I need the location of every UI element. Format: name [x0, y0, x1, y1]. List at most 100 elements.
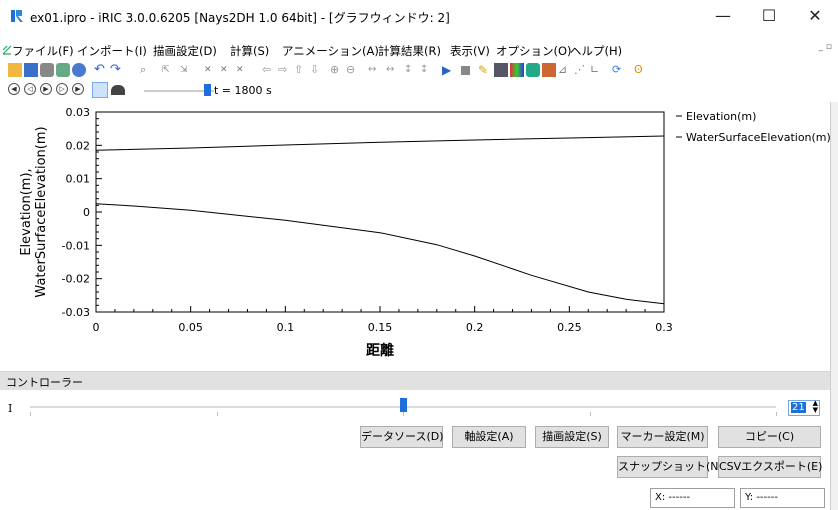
python-icon[interactable]: Ꙩ	[634, 63, 643, 76]
arrow-down-icon[interactable]: ⇩	[310, 63, 320, 76]
axis-z-icon[interactable]: ✕	[236, 65, 244, 75]
mdi-child-controls[interactable]: _ ▫	[818, 42, 832, 52]
chart-canvas: 0.03 0.02 0.01 0 -0.01 -0.02 -0.03 0 0.05 0.1 0.1…	[19, 106, 831, 359]
record-icon[interactable]	[111, 85, 125, 95]
expand-h-icon[interactable]: ↔	[368, 64, 377, 75]
arrow-left-icon[interactable]: ⇦	[262, 63, 272, 76]
series-lines	[95, 135, 665, 305]
fit-y-icon[interactable]: ⇲	[180, 65, 188, 75]
redo-icon[interactable]: ↷	[110, 62, 121, 77]
stop-icon[interactable]	[458, 63, 472, 77]
follow-icon[interactable]	[92, 82, 108, 98]
zoom-icon[interactable]: ⌕	[140, 63, 147, 76]
open-folder-icon[interactable]	[8, 63, 22, 77]
time-label: t = 1800 s	[214, 84, 272, 97]
y-axis-title-line2: WaterSurfaceElevation(m)	[34, 126, 49, 297]
time-slider-thumb[interactable]	[204, 84, 211, 96]
shrink-v-icon[interactable]: ↕	[420, 64, 429, 75]
menu-results[interactable]: 計算結果(R)	[378, 44, 441, 58]
grid-icon[interactable]	[494, 63, 508, 77]
maximize-button[interactable]: ☐	[761, 6, 777, 25]
run-icon[interactable]: ▶	[442, 63, 452, 77]
fit-x-icon[interactable]: ⇱	[162, 65, 170, 75]
menu-import[interactable]: インポート(I)	[77, 44, 147, 58]
chart-icon[interactable]: ⊿	[558, 63, 568, 76]
minimize-button[interactable]: —	[715, 6, 731, 25]
y-axis-title-line1: Elevation(m),	[19, 168, 34, 255]
close-button[interactable]: ✕	[808, 6, 822, 25]
save-icon[interactable]	[24, 63, 38, 77]
play-icon[interactable]: ▶	[40, 83, 52, 95]
prev-frame-icon[interactable]: ◁	[24, 83, 36, 95]
y-tick-label: 0.03	[66, 106, 91, 119]
first-frame-icon[interactable]: ◀	[8, 83, 20, 95]
arrow-up-icon[interactable]: ⇧	[294, 63, 304, 76]
controller-title: コントローラー	[6, 376, 83, 389]
menu-options[interactable]: オプション(O)	[496, 44, 572, 58]
spin-arrows-icon[interactable]: ▲ ▼	[812, 399, 818, 414]
time-slider-track[interactable]	[144, 90, 214, 92]
axis-y-icon[interactable]: ✕	[220, 65, 228, 75]
window-title: ex01.ipro - iRIC 3.0.0.6205 [Nays2DH 1.0…	[30, 11, 450, 25]
axis-x-icon[interactable]: ✕	[204, 65, 212, 75]
zoom-out-icon[interactable]: ⊖	[346, 63, 356, 76]
slider-tick	[589, 412, 591, 416]
x-tick-label: 0.2	[466, 321, 484, 334]
index-slider-thumb[interactable]	[400, 398, 407, 412]
graph-area: 0.03 0.02 0.01 0 -0.01 -0.02 -0.03 0 0.05 0.1 0.1…	[0, 102, 831, 370]
menu-view[interactable]: 表示(V)	[450, 44, 490, 58]
pencil-icon[interactable]: ✎	[478, 63, 489, 77]
x-coordinate-display: X: ------	[650, 488, 735, 508]
graph-icon[interactable]: ∟	[590, 63, 600, 76]
index-spinbox[interactable]: 21 ▲ ▼	[788, 400, 820, 416]
slider-tick	[30, 412, 31, 416]
y-tick-label: -0.03	[62, 306, 90, 319]
contour-icon[interactable]	[510, 63, 524, 77]
x-tick-label: 0.15	[368, 321, 393, 334]
copy-button[interactable]: コピー(C)	[718, 426, 821, 448]
last-frame-icon[interactable]: ▶	[72, 83, 84, 95]
child-window-icon	[2, 45, 12, 55]
menu-file[interactable]: ファイル(F)	[12, 44, 74, 58]
controller-panel: I 21 ▲ ▼ データソース(D) 軸設定(A) 描画設定(S) マーカー設定(…	[0, 390, 830, 510]
marker-settings-button[interactable]: マーカー設定(M)	[617, 426, 708, 448]
right-dock-strip	[830, 102, 838, 510]
scatter-icon[interactable]: ⋰	[574, 63, 585, 76]
menu-help[interactable]: ヘルプ(H)	[570, 44, 623, 58]
expand-v-icon[interactable]: ↕	[404, 64, 413, 75]
refresh-icon[interactable]: ⟳	[612, 63, 622, 76]
data-source-button[interactable]: データソース(D)	[360, 426, 444, 448]
vector-icon[interactable]	[526, 63, 540, 77]
index-slider-ticks	[30, 412, 777, 416]
arrow-right-icon[interactable]: ⇨	[278, 63, 288, 76]
legend: Elevation(m) WaterSurfaceElevation(m)	[676, 110, 831, 144]
controller-header: コントローラー	[0, 371, 830, 390]
snapshot-icon[interactable]	[56, 63, 70, 77]
slider-tick	[216, 412, 218, 416]
snapshot-button[interactable]: スナップショット(N)	[617, 456, 723, 478]
y-tick-label: 0.01	[66, 173, 91, 186]
axis-settings-button[interactable]: 軸設定(A)	[452, 426, 526, 448]
draw-settings-button[interactable]: 描画設定(S)	[535, 426, 609, 448]
menu-calc[interactable]: 計算(S)	[230, 44, 270, 58]
zoom-in-icon[interactable]: ⊕	[330, 63, 340, 76]
plot-frame	[95, 111, 665, 313]
animation-icon[interactable]	[72, 63, 86, 77]
shrink-h-icon[interactable]: ↔	[386, 64, 395, 75]
x-tick-label: 0.1	[277, 321, 295, 334]
y-tick-label: -0.02	[62, 273, 90, 286]
index-spinbox-value[interactable]: 21	[791, 402, 806, 413]
menu-animation[interactable]: アニメーション(A)	[282, 44, 379, 58]
next-frame-icon[interactable]: ▷	[56, 83, 68, 95]
camera-icon[interactable]	[40, 63, 54, 77]
x-axis-title: 距離	[366, 342, 394, 359]
animation-toolbar: ◀ ◁ ▶ ▷ ▶ t = 1800 s	[0, 81, 838, 101]
csv-export-button[interactable]: CSVエクスポート(E)	[718, 456, 822, 478]
particle-icon[interactable]	[542, 63, 556, 77]
menu-draw-settings[interactable]: 描画設定(D)	[153, 44, 217, 58]
iric-app-icon	[11, 10, 23, 22]
x-tick-label: 0.3	[655, 321, 673, 334]
slider-tick	[776, 412, 777, 416]
undo-icon[interactable]: ↶	[94, 62, 105, 77]
slider-tick	[403, 412, 404, 416]
